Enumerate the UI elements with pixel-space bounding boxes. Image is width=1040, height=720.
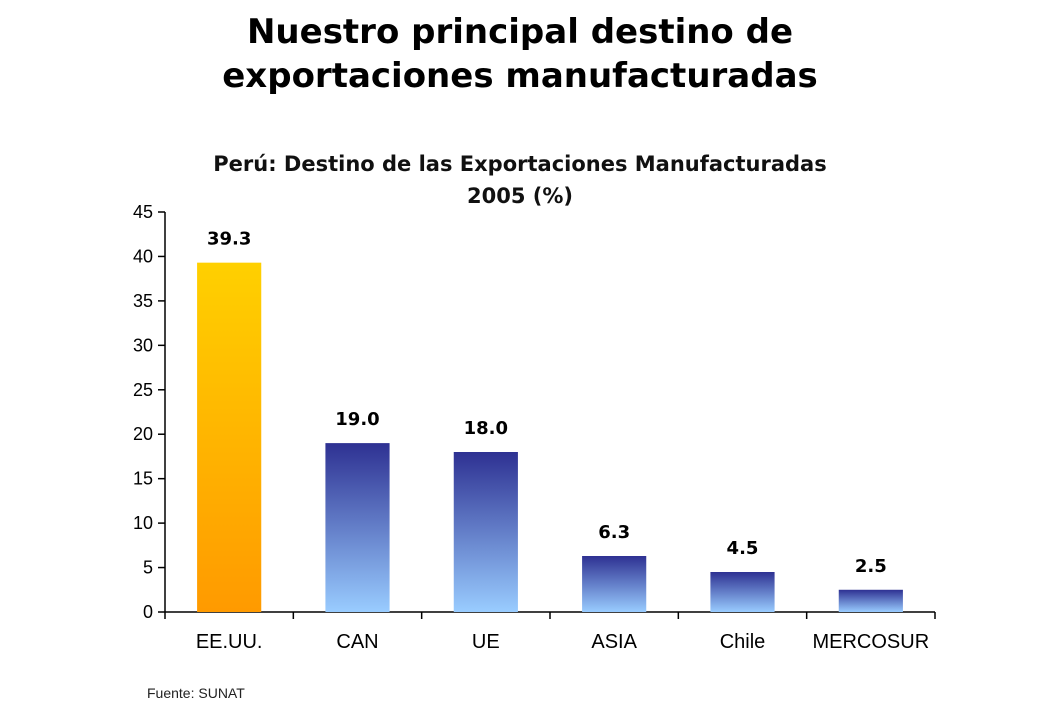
page-title: Nuestro principal destino de exportacion… [0, 10, 1040, 98]
data-label: 2.5 [855, 556, 887, 577]
bar-asia [582, 556, 647, 612]
bar-can [325, 443, 390, 612]
y-tick-label: 40 [133, 246, 153, 266]
y-tick-label: 10 [133, 513, 153, 533]
x-tick-label: UE [472, 631, 500, 653]
x-tick-label: MERCOSUR [812, 631, 929, 653]
bar-chile [710, 572, 775, 612]
y-tick-label: 35 [133, 291, 153, 311]
y-tick-label: 30 [133, 335, 153, 355]
bar-mercosur [838, 589, 903, 612]
chart-title-line-2: 2005 (%) [467, 184, 573, 208]
bar-ee-uu [197, 262, 262, 612]
y-tick-label: 45 [133, 202, 153, 222]
x-tick-label: Chile [720, 631, 766, 653]
chart-title-line-1: Perú: Destino de las Exportaciones Manuf… [213, 152, 827, 176]
chart-title: Perú: Destino de las Exportaciones Manuf… [0, 148, 1040, 212]
page-title-line-1: Nuestro principal destino de [246, 12, 794, 52]
source-note: Fuente: SUNAT [147, 685, 245, 701]
data-label: 19.0 [335, 409, 379, 430]
x-tick-label: EE.UU. [196, 631, 263, 653]
y-tick-label: 5 [143, 558, 153, 578]
bar-ue [453, 452, 518, 612]
y-tick-label: 25 [133, 380, 153, 400]
x-tick-label: ASIA [591, 631, 637, 653]
y-tick-label: 20 [133, 424, 153, 444]
data-label: 18.0 [464, 418, 508, 439]
data-label: 4.5 [727, 538, 759, 559]
y-tick-label: 15 [133, 469, 153, 489]
y-tick-label: 0 [143, 602, 153, 622]
page-title-line-2: exportaciones manufacturadas [222, 56, 818, 96]
x-tick-label: CAN [336, 631, 378, 653]
data-label: 39.3 [207, 229, 251, 250]
data-label: 6.3 [598, 522, 630, 543]
